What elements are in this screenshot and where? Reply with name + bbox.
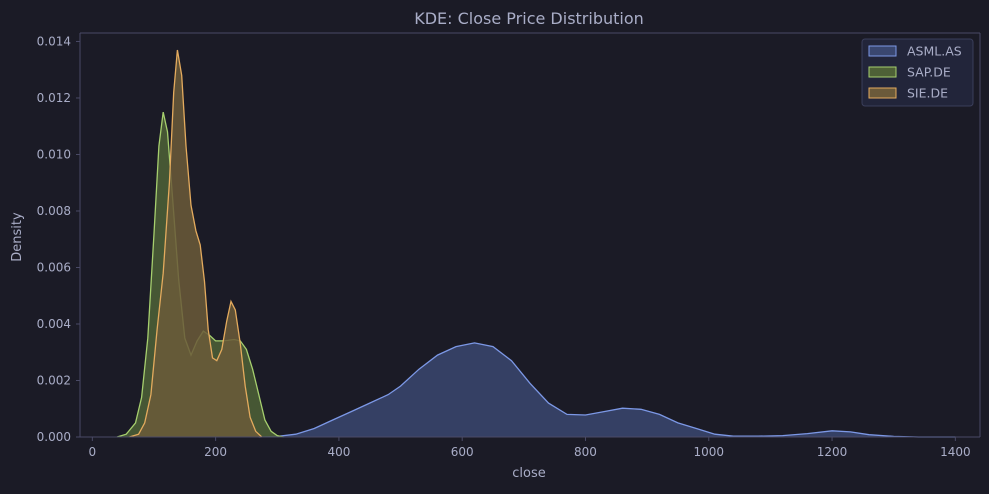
y-tick-label: 0.002 [37, 373, 71, 387]
legend-label: SAP.DE [907, 65, 951, 80]
x-tick-label: 600 [451, 445, 474, 459]
y-tick-label: 0.012 [37, 91, 71, 105]
y-tick-label: 0.008 [37, 204, 71, 218]
chart-title: KDE: Close Price Distribution [414, 9, 644, 28]
y-axis-label: Density [10, 212, 25, 262]
x-axis-label: close [512, 466, 545, 481]
legend-swatch [868, 87, 897, 99]
series-area-asml-as [258, 342, 956, 437]
legend-label: SIE.DE [907, 86, 948, 101]
legend-swatch [868, 66, 897, 78]
axes [79, 32, 981, 438]
series-area-sie-de [129, 50, 262, 437]
legend: ASML.AS SAP.DE SIE.DE [861, 38, 974, 107]
x-tick-label: 800 [574, 445, 597, 459]
x-tick-label: 1000 [693, 445, 724, 459]
x-ticks: 0 200 400 600 800 1000 1200 1400 [89, 437, 971, 459]
x-tick-label: 0 [89, 445, 97, 459]
x-tick-label: 1400 [940, 445, 971, 459]
y-ticks: 0.000 0.002 0.004 0.006 0.008 0.010 0.012 0.014 [37, 34, 80, 444]
legend-swatch [868, 45, 897, 57]
y-tick-label: 0.014 [37, 34, 71, 48]
y-tick-label: 0.010 [37, 147, 71, 161]
legend-label: ASML.AS [907, 44, 962, 59]
x-tick-label: 1200 [817, 445, 848, 459]
series-layer [116, 49, 956, 438]
series-line-sie-de [129, 49, 263, 438]
y-tick-label: 0.000 [37, 430, 71, 444]
series-line-asml-as [258, 342, 956, 438]
x-tick-label: 400 [327, 445, 350, 459]
y-tick-label: 0.004 [37, 317, 71, 331]
x-tick-label: 200 [204, 445, 227, 459]
y-tick-label: 0.006 [37, 260, 71, 274]
